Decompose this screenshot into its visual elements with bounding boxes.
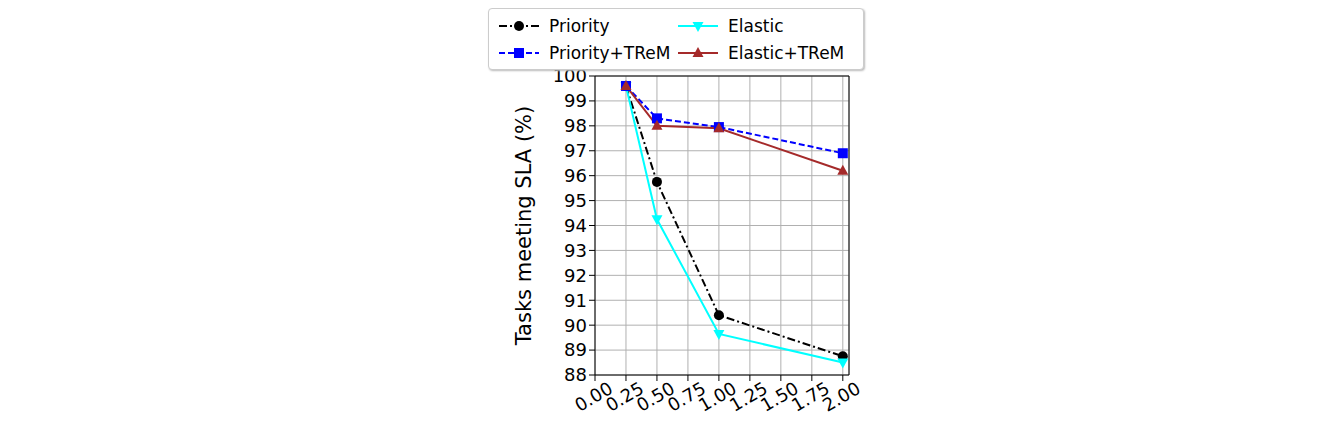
html-text:Priority: Priority	[549, 15, 610, 36]
svg-text:2.00: 2.00	[819, 377, 864, 415]
svg-text:93: 93	[564, 240, 587, 261]
svg-text:96: 96	[564, 165, 587, 186]
svg-text:0.00: 0.00	[570, 377, 617, 416]
svg-text:1.25: 1.25	[725, 377, 771, 416]
svg-text:95: 95	[564, 190, 587, 211]
svg-text:1.00: 1.00	[694, 377, 740, 416]
svg-text:92: 92	[564, 265, 587, 286]
svg-text:Tasks meeting SLA (%): Tasks meeting SLA (%)	[512, 106, 536, 347]
html-text:Elastic+TReM: Elastic+TReM	[728, 42, 845, 63]
svg-text:99: 99	[564, 90, 587, 111]
svg-text:91: 91	[564, 290, 587, 311]
svg-text:0.50: 0.50	[632, 377, 679, 416]
svg-text:1.50: 1.50	[756, 377, 802, 416]
svg-text:97: 97	[564, 140, 587, 161]
svg-text:89: 89	[564, 339, 587, 360]
html-text:Priority+TReM: Priority+TReM	[549, 42, 671, 63]
svg-text:1.75: 1.75	[787, 377, 833, 416]
svg-text:88: 88	[564, 364, 587, 385]
svg-text:98: 98	[564, 115, 587, 136]
svg-text:100: 100	[553, 65, 587, 86]
svg-text:90: 90	[564, 315, 587, 336]
svg-text:0.75: 0.75	[663, 377, 710, 416]
svg-text:0.25: 0.25	[601, 377, 648, 416]
html-text:Elastic: Elastic	[728, 15, 784, 36]
svg-text:94: 94	[564, 215, 587, 236]
